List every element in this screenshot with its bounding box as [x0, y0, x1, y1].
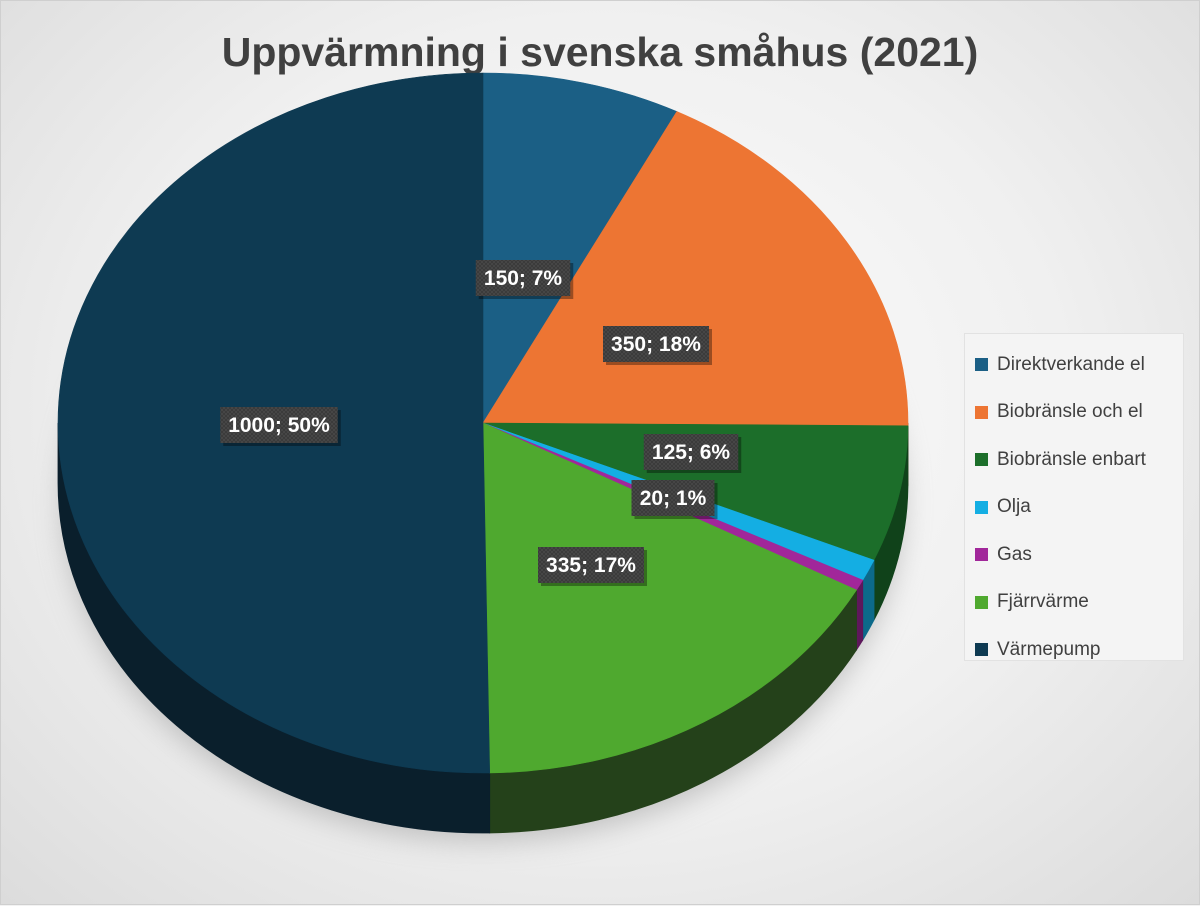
svg-text:125; 6%: 125; 6%: [652, 441, 731, 464]
svg-text:350; 18%: 350; 18%: [611, 333, 701, 356]
legend-item-biobransle-enbart: Biobränsle enbart: [975, 436, 1183, 484]
legend-item-fjarrvarme: Fjärrvärme: [975, 579, 1183, 627]
legend-label: Direktverkande el: [997, 354, 1145, 376]
legend-swatch: [975, 453, 988, 466]
legend-label: Olja: [997, 496, 1031, 518]
legend-swatch: [975, 643, 988, 656]
legend-label: Biobränsle enbart: [997, 449, 1146, 471]
pie-slices: [58, 73, 908, 773]
data-label-direktverkande-el: 150; 7%: [476, 260, 574, 299]
legend-swatch: [975, 406, 988, 419]
svg-text:1000; 50%: 1000; 50%: [228, 414, 330, 437]
legend-swatch: [975, 596, 988, 609]
legend-label: Gas: [997, 544, 1032, 566]
legend: Direktverkande el Biobränsle och el Biobrä…: [964, 333, 1184, 661]
legend-item-varmepump: Värmepump: [975, 626, 1183, 674]
svg-text:20; 1%: 20; 1%: [640, 487, 707, 510]
data-label-biobransle-enbart: 125; 6%: [644, 434, 742, 473]
legend-label: Fjärrvärme: [997, 591, 1089, 613]
pie-side-gas: [857, 580, 863, 650]
svg-text:335; 17%: 335; 17%: [546, 554, 636, 577]
legend-item-biobransle-och-el: Biobränsle och el: [975, 389, 1183, 437]
legend-swatch: [975, 501, 988, 514]
svg-text:150; 7%: 150; 7%: [484, 267, 563, 290]
data-label-biobransle-och-el: 350; 18%: [603, 326, 712, 365]
legend-item-olja: Olja: [975, 484, 1183, 532]
data-label-fjarrvarme: 335; 17%: [538, 547, 647, 586]
data-label-olja: 20; 1%: [632, 480, 718, 519]
legend-swatch: [975, 358, 988, 371]
legend-label: Värmepump: [997, 639, 1101, 661]
legend-item-gas: Gas: [975, 531, 1183, 579]
data-label-varmepump: 1000; 50%: [220, 407, 341, 446]
legend-swatch: [975, 548, 988, 561]
legend-label: Biobränsle och el: [997, 401, 1143, 423]
legend-item-direktverkande-el: Direktverkande el: [975, 341, 1183, 389]
